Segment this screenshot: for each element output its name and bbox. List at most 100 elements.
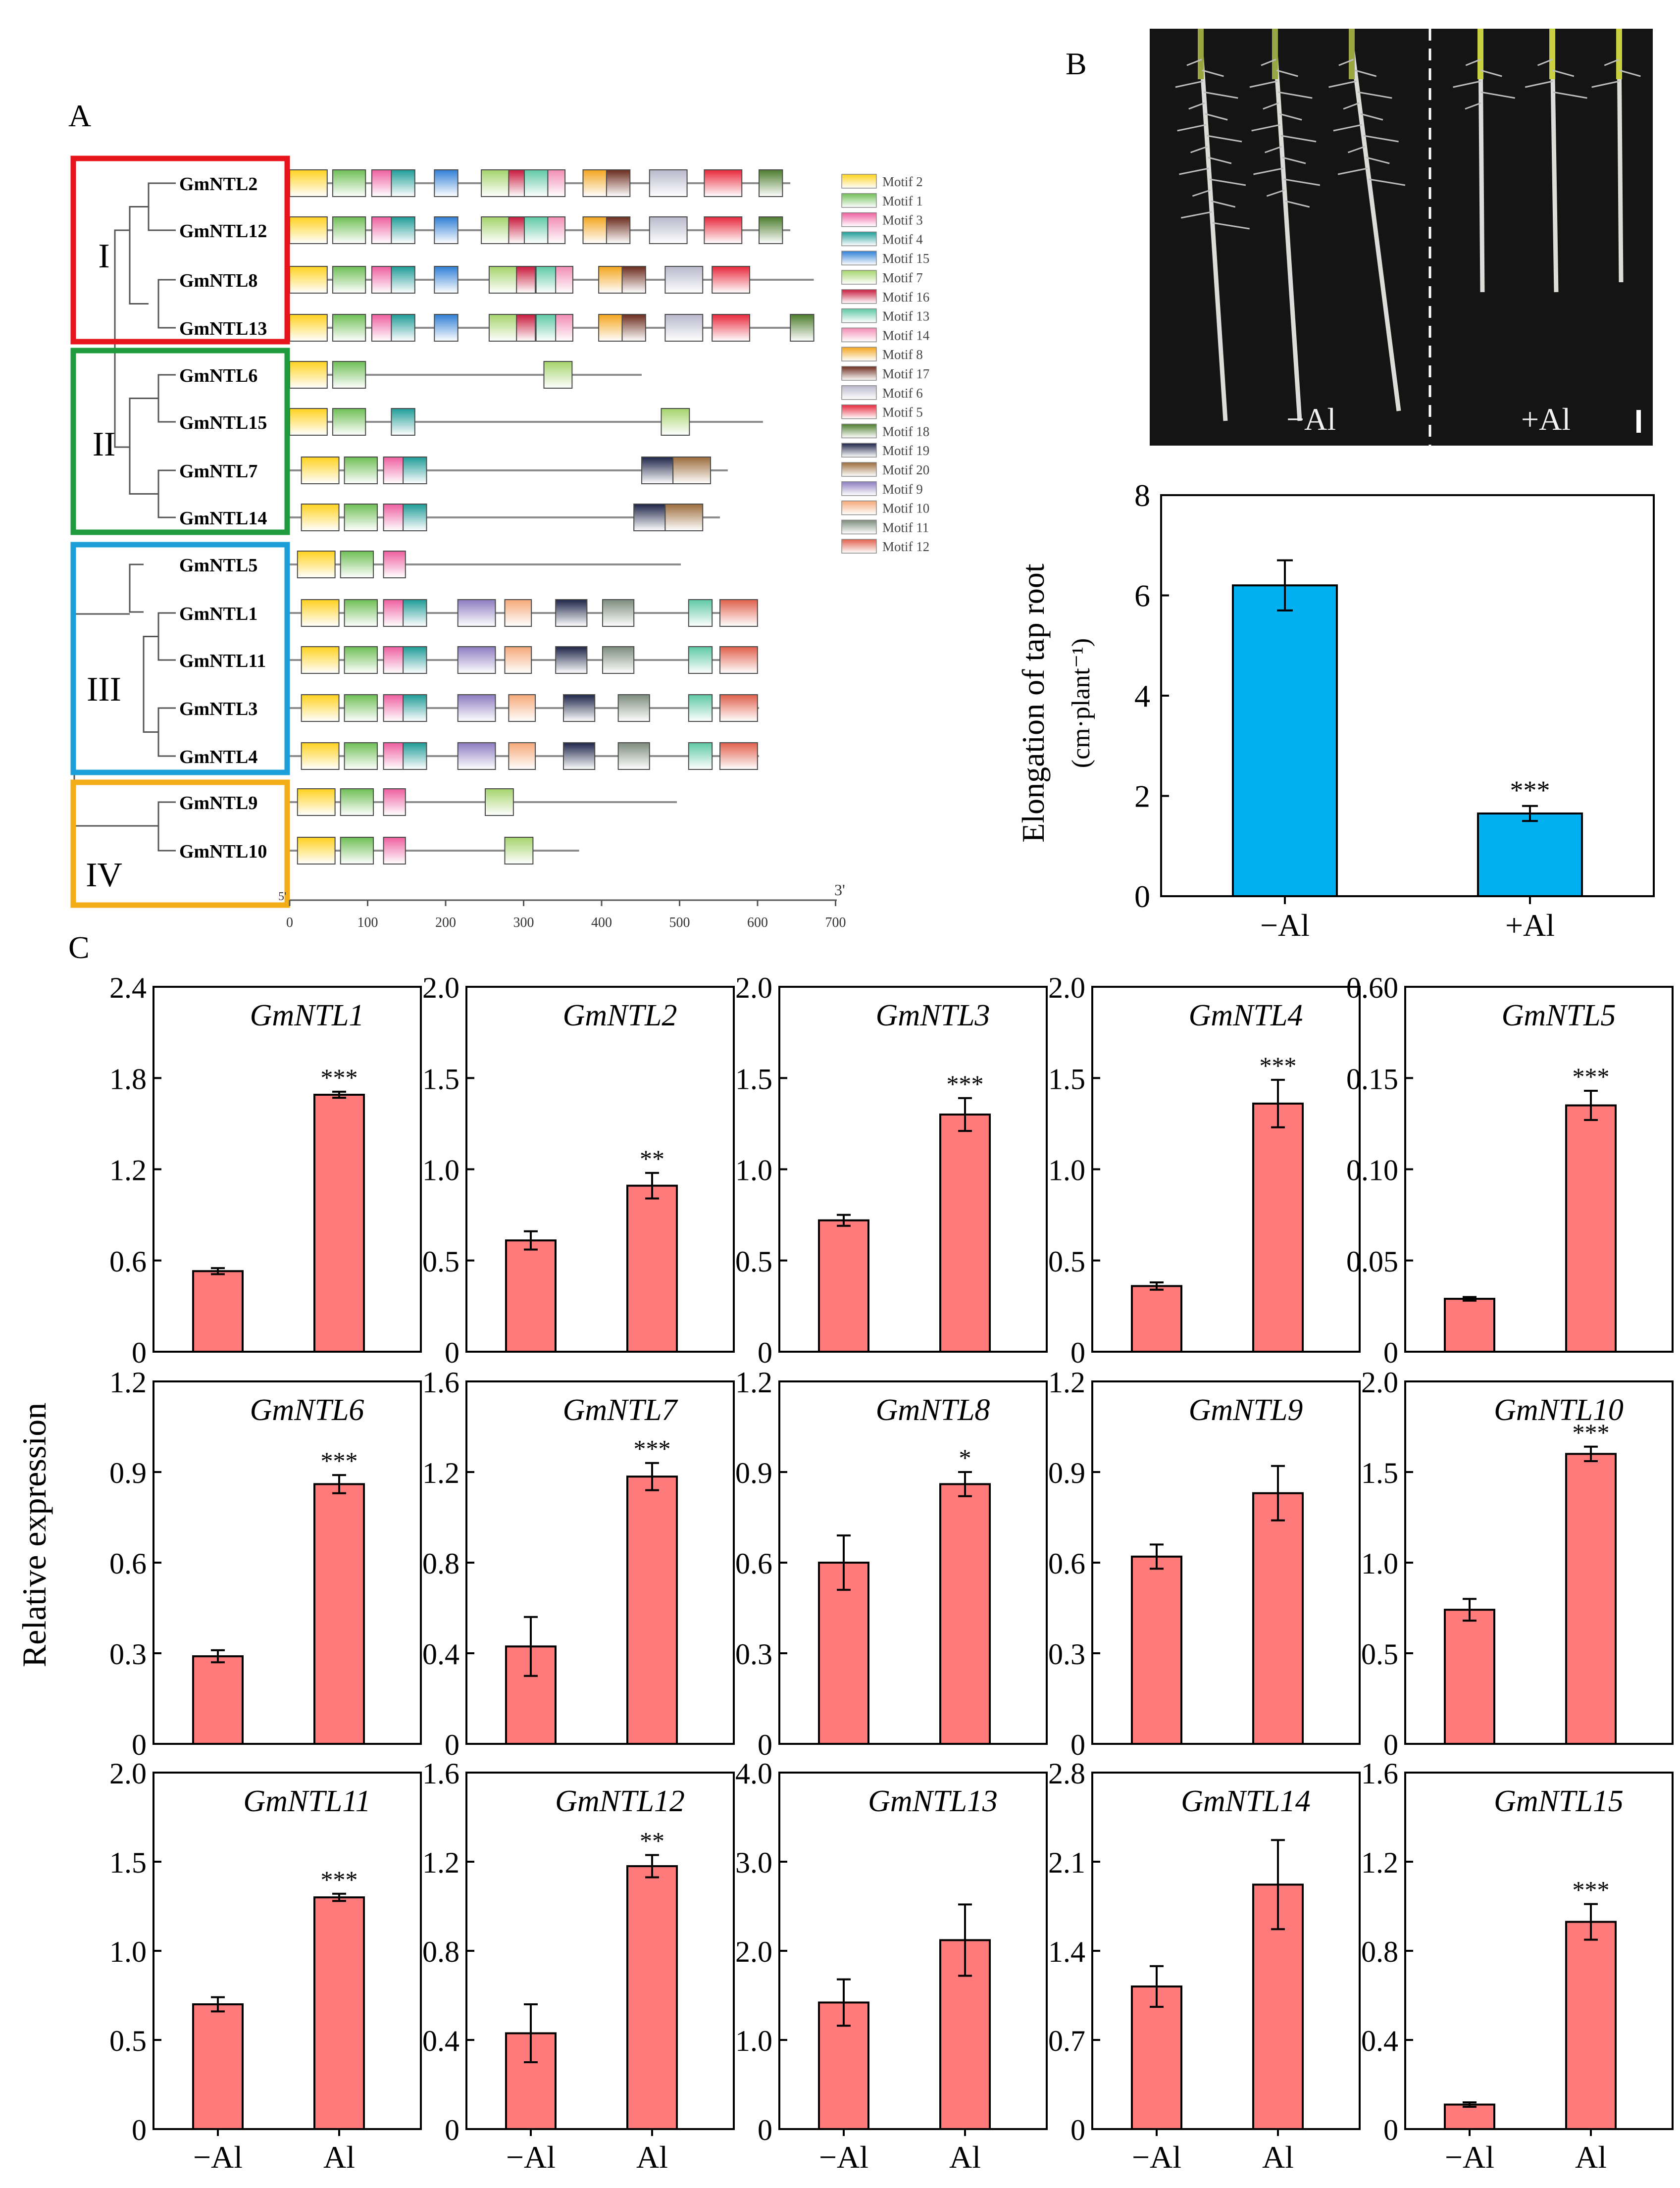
y-tick-label: 1.0	[1048, 1154, 1085, 1187]
y-tick-label: 2.0	[109, 1757, 147, 1790]
motif-block	[383, 599, 406, 627]
motif-block	[606, 216, 631, 244]
error-bar	[1463, 1598, 1476, 1622]
motif-block	[391, 266, 415, 294]
tap-root-significance: ***	[1510, 775, 1550, 805]
significance-mark: ***	[1573, 1419, 1610, 1446]
error-bar	[645, 1171, 659, 1200]
sequence-axis-tick: 700	[825, 915, 846, 930]
plot-frame	[1404, 986, 1674, 1353]
group-box-IV	[70, 779, 290, 908]
y-tick-label: 2.0	[1361, 1366, 1398, 1399]
x-tick-label: Al	[1262, 2139, 1294, 2175]
motif-block	[481, 216, 510, 244]
motif-block	[301, 504, 340, 531]
motif-legend-label: Motif 20	[882, 462, 929, 477]
motif-block	[332, 408, 366, 436]
y-tick-label: 0.60	[1346, 971, 1398, 1004]
motif-block	[704, 216, 743, 244]
motif-block	[719, 694, 758, 722]
y-tick-label: 2.8	[1048, 1757, 1085, 1790]
root	[1453, 29, 1516, 293]
motif-legend-swatch	[841, 366, 877, 381]
expression-chart-GmNTL11: 0 0.5 1.0 1.5 2.0 GmNTL11 −Al *** Al	[109, 1757, 422, 2175]
motif-legend-swatch	[841, 289, 877, 304]
motif-block	[301, 742, 340, 770]
expression-chart-GmNTL7: 0 0.4 0.8 1.2 1.6 GmNTL7 ***	[422, 1366, 735, 1761]
motif-block	[332, 216, 366, 244]
motif-legend-swatch	[841, 174, 877, 189]
motif-block	[649, 169, 688, 197]
y-tick-label: 1.0	[735, 1154, 772, 1187]
motif-block	[547, 169, 566, 197]
motif-block	[383, 742, 406, 770]
motif-block	[555, 266, 573, 294]
sequence-axis-tick: 0	[286, 915, 293, 930]
y-tick-label: 0	[1070, 1729, 1085, 1761]
sequence-3-prime: 3'	[834, 881, 845, 899]
y-tick-label: 0	[758, 2114, 772, 2146]
motif-block	[524, 216, 549, 244]
motif-legend-label: Motif 2	[882, 174, 923, 189]
y-tick-label: 0	[445, 1729, 459, 1761]
y-tick-label: 3.0	[735, 1846, 772, 1879]
y-tick-label: 0.4	[422, 1638, 459, 1671]
expression-chart-GmNTL13: 0 1.0 2.0 3.0 4.0 GmNTL13 −Al Al	[735, 1757, 1048, 2175]
y-tick-label: 1.2	[735, 1366, 772, 1399]
error-bar	[1463, 1296, 1476, 1302]
gene-title: GmNTL2	[563, 999, 677, 1032]
motif-block	[403, 504, 427, 531]
gene-title: GmNTL7	[563, 1393, 679, 1427]
error-bar	[1584, 1445, 1598, 1463]
y-tick-label: 4.0	[735, 1757, 772, 1790]
motif-block	[434, 169, 458, 197]
motif-block	[664, 314, 704, 342]
tap-root-xtick: −Al	[1260, 908, 1310, 943]
motif-block	[434, 216, 458, 244]
motif-row: GmNTL2	[179, 169, 791, 197]
sequence-axis-tick: 300	[513, 915, 534, 930]
significance-mark: ***	[1260, 1052, 1297, 1079]
gene-label: GmNTL12	[179, 221, 267, 242]
expression-chart-GmNTL3: 0 0.5 1.0 1.5 2.0 GmNTL3 ***	[735, 971, 1048, 1369]
y-tick-label: 0.8	[1361, 1935, 1398, 1968]
motif-block	[457, 742, 496, 770]
expression-bar	[626, 1476, 678, 1745]
sequence-axis-tick: 600	[747, 915, 768, 930]
expression-chart-GmNTL10: 0 0.5 1.0 1.5 2.0 GmNTL10***	[1361, 1366, 1674, 1761]
motif-block	[617, 694, 650, 722]
gene-title: GmNTL5	[1502, 999, 1616, 1032]
expression-bar	[192, 1655, 244, 1745]
motif-legend-swatch	[841, 443, 877, 458]
tap-root-ytick: 8	[1134, 478, 1150, 513]
motif-legend-swatch	[841, 212, 877, 227]
gene-title: GmNTL3	[876, 999, 990, 1032]
error-bar	[211, 1996, 225, 2013]
y-tick-label: 1.6	[422, 1757, 459, 1790]
motif-block	[297, 551, 336, 578]
motif-block	[712, 266, 751, 294]
expression-bar	[1131, 1285, 1182, 1353]
error-bar	[1150, 1281, 1164, 1291]
gene-title: GmNTL15	[1494, 1784, 1624, 1818]
motif-block	[516, 314, 536, 342]
motif-legend-label: Motif 19	[882, 443, 929, 458]
motif-block	[488, 314, 518, 342]
error-bar	[1584, 1090, 1598, 1121]
motif-block	[688, 599, 713, 627]
error-bar	[645, 1462, 659, 1491]
expression-bar	[626, 1865, 678, 2130]
motif-legend-swatch	[841, 308, 877, 323]
tap-root-bar	[1477, 812, 1583, 897]
tap-root-bar	[1232, 584, 1338, 897]
motif-block	[504, 599, 532, 627]
y-tick-label: 0	[1070, 2114, 1085, 2146]
motif-legend-label: Motif 10	[882, 501, 929, 516]
y-tick-label: 1.5	[109, 1846, 147, 1879]
y-tick-label: 0.9	[735, 1457, 772, 1489]
motif-legend-label: Motif 15	[882, 251, 929, 266]
error-bar	[1150, 1543, 1164, 1570]
expression-bar	[1131, 1985, 1182, 2130]
motif-block	[790, 314, 815, 342]
motif-block	[688, 646, 713, 674]
